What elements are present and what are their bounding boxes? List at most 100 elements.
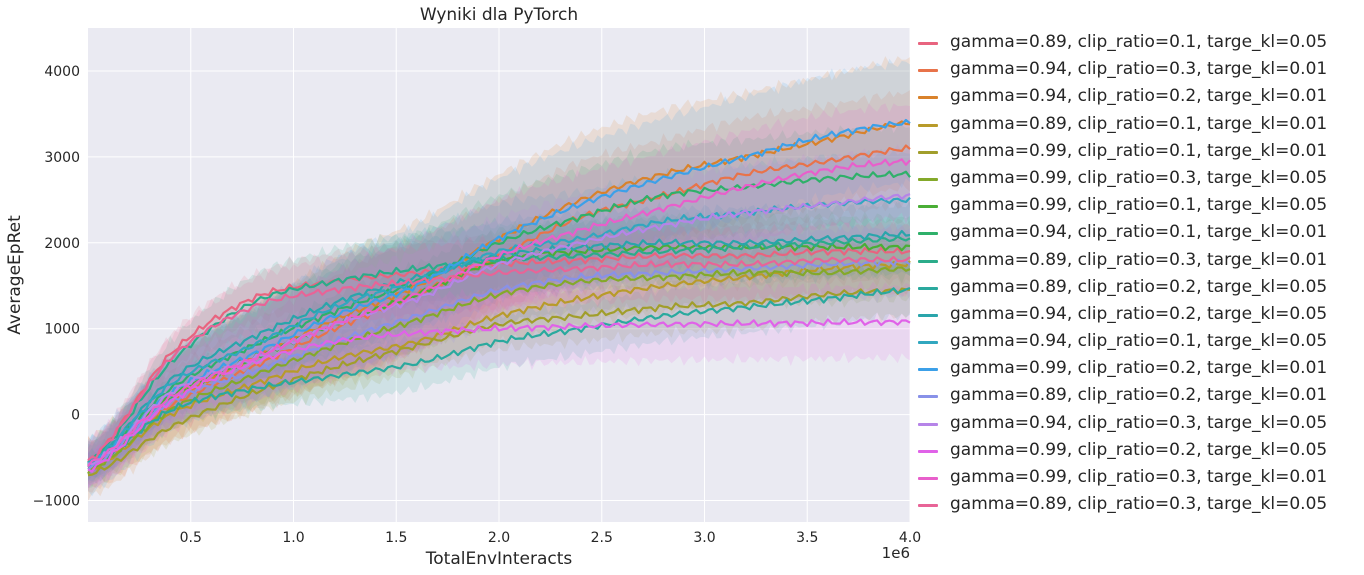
series-band [88, 261, 910, 479]
series-band [88, 215, 910, 476]
legend-label: gamma=0.94, clip_ratio=0.1, targe_kl=0.0… [950, 222, 1328, 243]
legend-item: gamma=0.94, clip_ratio=0.3, targe_kl=0.0… [912, 57, 1362, 84]
series-line [87, 255, 911, 461]
legend-swatch [918, 150, 938, 154]
series-line [87, 170, 911, 467]
legend-item: gamma=0.94, clip_ratio=0.1, targe_kl=0.0… [912, 329, 1362, 356]
y-tick-label: 0 [71, 408, 80, 424]
legend-item: gamma=0.99, clip_ratio=0.3, targe_kl=0.0… [912, 465, 1362, 492]
legend-swatch [918, 395, 938, 399]
x-axis-offset-label: 1e6 [882, 544, 910, 562]
series-lines [87, 118, 911, 477]
legend-item: gamma=0.89, clip_ratio=0.1, targe_kl=0.0… [912, 30, 1362, 57]
legend-swatch [918, 259, 938, 263]
y-tick-label: 2000 [44, 236, 80, 252]
y-axis-label: AverageEpRet [5, 215, 25, 335]
legend-item: gamma=0.94, clip_ratio=0.3, targe_kl=0.0… [912, 411, 1362, 438]
legend-item: gamma=0.89, clip_ratio=0.2, targe_kl=0.0… [912, 383, 1362, 410]
legend-swatch [918, 42, 938, 45]
legend-item: gamma=0.89, clip_ratio=0.1, targe_kl=0.0… [912, 112, 1362, 139]
legend-item: gamma=0.99, clip_ratio=0.1, targe_kl=0.0… [912, 139, 1362, 166]
series-line [87, 158, 911, 468]
series-line [87, 287, 911, 477]
legend-label: gamma=0.99, clip_ratio=0.2, targe_kl=0.0… [950, 358, 1328, 379]
series-line [87, 144, 911, 469]
y-tick-labels: −1000 0 1000 2000 3000 4000 [33, 64, 80, 510]
series-band [88, 148, 910, 484]
y-tick-label: 1000 [44, 322, 80, 338]
series-band [88, 223, 910, 487]
x-tick-label: 4.0 [899, 530, 921, 546]
legend-swatch [918, 313, 938, 317]
series-band [88, 234, 910, 484]
legend-label: gamma=0.99, clip_ratio=0.1, targe_kl=0.0… [950, 195, 1328, 216]
legend-swatch [918, 422, 938, 426]
legend-label: gamma=0.99, clip_ratio=0.3, targe_kl=0.0… [950, 167, 1328, 188]
legend-label: gamma=0.89, clip_ratio=0.3, targe_kl=0.0… [950, 494, 1328, 515]
series-band [88, 280, 910, 488]
x-tick-label: 1.0 [282, 530, 304, 546]
series-line [87, 258, 911, 471]
y-tick-label: 4000 [44, 64, 80, 80]
legend-label: gamma=0.94, clip_ratio=0.1, targe_kl=0.0… [950, 331, 1328, 352]
legend-label: gamma=0.94, clip_ratio=0.2, targe_kl=0.0… [950, 86, 1328, 107]
series-band [88, 122, 910, 488]
series-line [87, 286, 911, 468]
series-band [88, 143, 910, 488]
legend-label: gamma=0.89, clip_ratio=0.1, targe_kl=0.0… [950, 32, 1328, 52]
legend: gamma=0.89, clip_ratio=0.1, targe_kl=0.0… [912, 30, 1362, 519]
y-tick-label: −1000 [33, 494, 80, 510]
series-band [88, 235, 910, 484]
legend-swatch [918, 341, 938, 345]
legend-item: gamma=0.89, clip_ratio=0.3, targe_kl=0.0… [912, 248, 1362, 275]
x-tick-label: 3.0 [693, 530, 715, 546]
legend-item: gamma=0.99, clip_ratio=0.2, targe_kl=0.0… [912, 356, 1362, 383]
legend-swatch [918, 232, 938, 236]
x-tick-label: 1.5 [385, 530, 407, 546]
y-tick-label: 3000 [44, 150, 80, 166]
series-band [88, 260, 910, 488]
legend-item: gamma=0.99, clip_ratio=0.2, targe_kl=0.0… [912, 438, 1362, 465]
legend-item: gamma=0.99, clip_ratio=0.1, targe_kl=0.0… [912, 193, 1362, 220]
legend-item: gamma=0.94, clip_ratio=0.2, targe_kl=0.0… [912, 302, 1362, 329]
legend-label: gamma=0.94, clip_ratio=0.3, targe_kl=0.0… [950, 59, 1328, 80]
legend-swatch [918, 69, 938, 73]
x-tick-label: 3.5 [796, 530, 818, 546]
legend-item: gamma=0.94, clip_ratio=0.1, targe_kl=0.0… [912, 220, 1362, 247]
legend-label: gamma=0.99, clip_ratio=0.3, targe_kl=0.0… [950, 467, 1328, 487]
legend-item: gamma=0.89, clip_ratio=0.3, targe_kl=0.0… [912, 492, 1362, 519]
legend-swatch [918, 177, 938, 181]
legend-item: gamma=0.94, clip_ratio=0.2, targe_kl=0.0… [912, 84, 1362, 111]
legend-label: gamma=0.99, clip_ratio=0.2, targe_kl=0.0… [950, 439, 1328, 460]
chart-title: Wyniki dla PyTorch [420, 5, 578, 25]
x-tick-label: 2.5 [591, 530, 613, 546]
series-line [87, 266, 911, 475]
legend-swatch [918, 368, 938, 372]
legend-label: gamma=0.94, clip_ratio=0.2, targe_kl=0.0… [950, 303, 1328, 324]
legend-swatch [918, 477, 938, 480]
series-line [87, 118, 911, 467]
legend-swatch [918, 96, 938, 100]
legend-label: gamma=0.89, clip_ratio=0.2, targe_kl=0.0… [950, 276, 1328, 297]
legend-swatch [918, 123, 938, 127]
grid [88, 28, 911, 522]
legend-swatch [918, 205, 938, 209]
legend-swatch [918, 449, 938, 453]
legend-item: gamma=0.89, clip_ratio=0.2, targe_kl=0.0… [912, 275, 1362, 302]
legend-label: gamma=0.89, clip_ratio=0.2, targe_kl=0.0… [950, 385, 1328, 406]
series-band [88, 210, 910, 483]
series-band [88, 103, 910, 491]
legend-item: gamma=0.99, clip_ratio=0.3, targe_kl=0.0… [912, 166, 1362, 193]
legend-swatch [918, 504, 938, 508]
legend-label: gamma=0.89, clip_ratio=0.3, targe_kl=0.0… [950, 249, 1328, 270]
x-tick-label: 2.0 [488, 530, 510, 546]
x-axis-label: TotalEnvInteracts [425, 549, 573, 569]
x-tick-labels: 0.5 1.0 1.5 2.0 2.5 3.0 3.5 4.0 [180, 530, 922, 546]
legend-swatch [918, 286, 938, 290]
legend-label: gamma=0.99, clip_ratio=0.1, targe_kl=0.0… [950, 140, 1328, 161]
x-tick-label: 0.5 [180, 530, 202, 546]
series-line [87, 193, 911, 466]
legend-label: gamma=0.94, clip_ratio=0.3, targe_kl=0.0… [950, 412, 1328, 433]
legend-label: gamma=0.89, clip_ratio=0.1, targe_kl=0.0… [950, 113, 1328, 134]
